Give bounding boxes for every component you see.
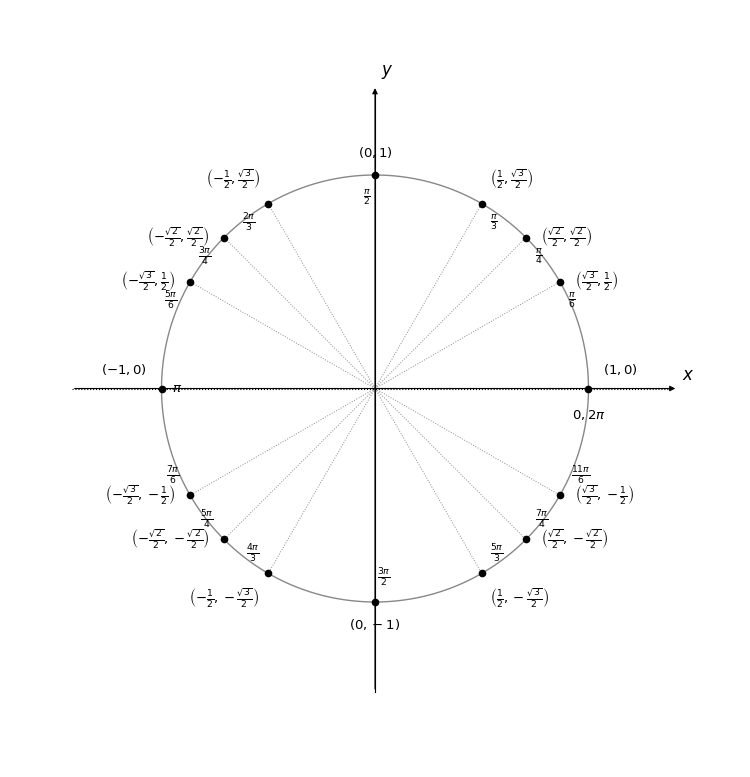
Text: $(0,1)$: $(0,1)$ — [358, 145, 392, 160]
Text: $\frac{\pi}{6}$: $\frac{\pi}{6}$ — [568, 291, 576, 310]
Text: $\frac{2\pi}{3}$: $\frac{2\pi}{3}$ — [242, 212, 256, 235]
Text: $\left(-\frac{\sqrt{3}}{2},-\frac{1}{2}\right)$: $\left(-\frac{\sqrt{3}}{2},-\frac{1}{2}\… — [105, 483, 176, 507]
Text: $(-1,0)$: $(-1,0)$ — [100, 362, 146, 377]
Text: $\left(\frac{1}{2},\frac{\sqrt{3}}{2}\right)$: $\left(\frac{1}{2},\frac{\sqrt{3}}{2}\ri… — [490, 167, 533, 191]
Text: $\left(-\frac{\sqrt{3}}{2},\frac{1}{2}\right)$: $\left(-\frac{\sqrt{3}}{2},\frac{1}{2}\r… — [121, 270, 176, 294]
Text: $\frac{3\pi}{4}$: $\frac{3\pi}{4}$ — [198, 246, 211, 268]
Text: $(0,-1)$: $(0,-1)$ — [350, 617, 400, 632]
Text: $\frac{11\pi}{6}$: $\frac{11\pi}{6}$ — [571, 465, 590, 486]
Text: $\left(-\frac{1}{2},\frac{\sqrt{3}}{2}\right)$: $\left(-\frac{1}{2},\frac{\sqrt{3}}{2}\r… — [206, 167, 260, 191]
Text: $y$: $y$ — [382, 63, 394, 81]
Text: $x$: $x$ — [682, 366, 694, 385]
Text: $\frac{\pi}{3}$: $\frac{\pi}{3}$ — [490, 212, 498, 232]
Text: $0,2\pi$: $0,2\pi$ — [572, 408, 605, 422]
Text: $(1,0)$: $(1,0)$ — [604, 362, 638, 377]
Text: $\frac{4\pi}{3}$: $\frac{4\pi}{3}$ — [246, 542, 259, 565]
Text: $\left(\frac{\sqrt{3}}{2},\frac{1}{2}\right)$: $\left(\frac{\sqrt{3}}{2},\frac{1}{2}\ri… — [574, 270, 618, 294]
Text: $\left(\frac{\sqrt{3}}{2},-\frac{1}{2}\right)$: $\left(\frac{\sqrt{3}}{2},-\frac{1}{2}\r… — [574, 483, 634, 507]
Text: $\frac{7\pi}{6}$: $\frac{7\pi}{6}$ — [166, 465, 179, 486]
Text: $\left(-\frac{\sqrt{2}}{2},-\frac{\sqrt{2}}{2}\right)$: $\left(-\frac{\sqrt{2}}{2},-\frac{\sqrt{… — [130, 528, 209, 551]
Text: $\left(\frac{1}{2},-\frac{\sqrt{3}}{2}\right)$: $\left(\frac{1}{2},-\frac{\sqrt{3}}{2}\r… — [490, 586, 550, 610]
Text: $\frac{7\pi}{4}$: $\frac{7\pi}{4}$ — [535, 509, 548, 531]
Text: $\frac{5\pi}{4}$: $\frac{5\pi}{4}$ — [200, 509, 213, 531]
Text: $\frac{3\pi}{2}$: $\frac{3\pi}{2}$ — [376, 567, 390, 589]
Text: $\frac{5\pi}{3}$: $\frac{5\pi}{3}$ — [490, 542, 504, 565]
Text: $\left(\frac{\sqrt{2}}{2},-\frac{\sqrt{2}}{2}\right)$: $\left(\frac{\sqrt{2}}{2},-\frac{\sqrt{2… — [541, 528, 608, 551]
Text: $\frac{\pi}{2}$: $\frac{\pi}{2}$ — [362, 188, 370, 207]
Text: $\frac{5\pi}{6}$: $\frac{5\pi}{6}$ — [164, 291, 177, 312]
Text: $\left(-\frac{1}{2},-\frac{\sqrt{3}}{2}\right)$: $\left(-\frac{1}{2},-\frac{\sqrt{3}}{2}\… — [189, 586, 260, 610]
Text: $\left(\frac{\sqrt{2}}{2},\frac{\sqrt{2}}{2}\right)$: $\left(\frac{\sqrt{2}}{2},\frac{\sqrt{2}… — [541, 226, 592, 249]
Text: $\left(-\frac{\sqrt{2}}{2},\frac{\sqrt{2}}{2}\right)$: $\left(-\frac{\sqrt{2}}{2},\frac{\sqrt{2… — [147, 226, 209, 249]
Text: $\pi$: $\pi$ — [172, 382, 182, 395]
Text: $\frac{\pi}{4}$: $\frac{\pi}{4}$ — [535, 246, 542, 266]
